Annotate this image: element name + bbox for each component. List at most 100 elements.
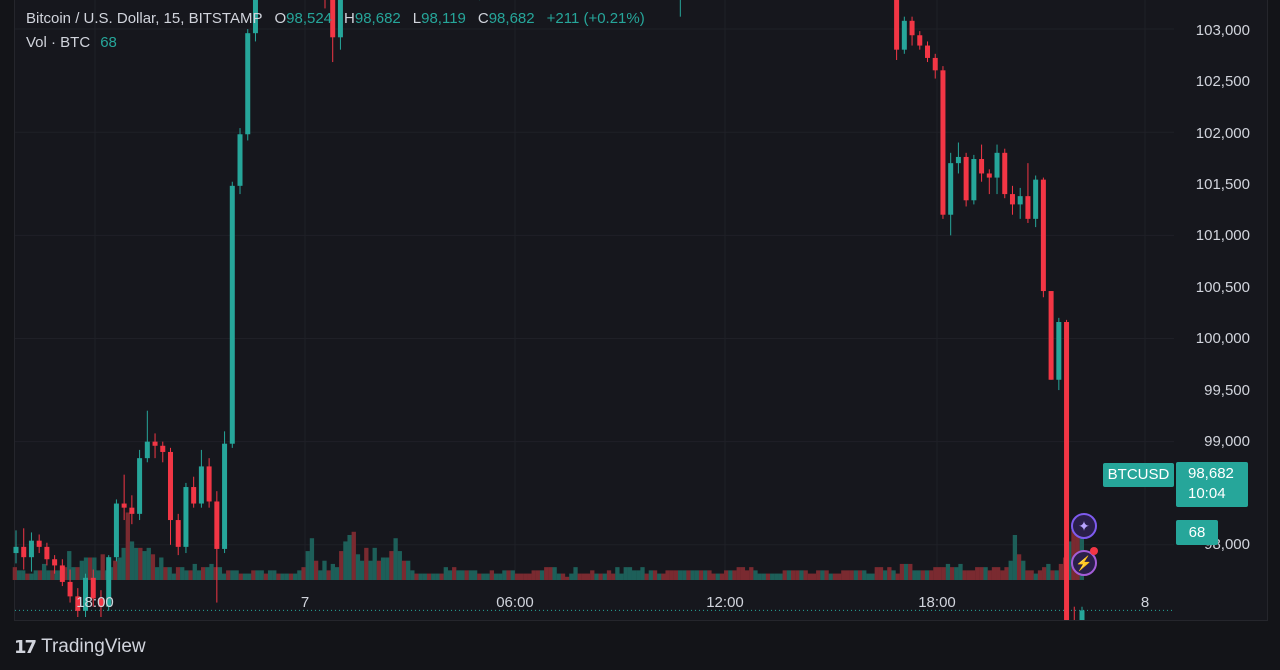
volume-bar — [728, 570, 733, 580]
price-axis-label: 102,000 — [1196, 125, 1250, 142]
candle-body — [222, 443, 228, 549]
volume-bar — [724, 570, 729, 580]
volume-bar — [786, 570, 792, 580]
candle-body — [98, 598, 104, 607]
candle-body — [971, 159, 977, 201]
volume-bar — [845, 570, 850, 580]
candle-body — [917, 35, 923, 46]
volume-bar — [519, 573, 524, 580]
volume-bar — [75, 567, 80, 580]
volume-bar — [154, 567, 160, 580]
volume-bar — [41, 563, 47, 580]
volume-bar — [389, 551, 394, 580]
volume-bar — [263, 573, 269, 580]
volume-bar — [916, 570, 921, 580]
candle-body — [1033, 179, 1039, 219]
volume-bar — [891, 570, 896, 580]
volume-bar — [669, 570, 674, 580]
legend-volume: Vol · BTC 68 — [26, 34, 117, 51]
open-label: O — [274, 10, 287, 27]
volume-bar — [1033, 573, 1038, 580]
volume-bar — [435, 573, 440, 580]
volume-legend-value: 68 — [100, 34, 117, 51]
volume-bar — [121, 547, 126, 580]
volume-bar — [163, 567, 168, 580]
volume-bar — [50, 570, 55, 580]
candle-body — [1064, 321, 1070, 620]
volume-bar — [619, 573, 624, 580]
volume-bar — [996, 567, 1001, 580]
volume-bar — [1058, 563, 1064, 580]
volume-bar — [941, 567, 946, 580]
volume-bar — [447, 570, 453, 580]
volume-bar — [410, 570, 415, 580]
volume-bar — [54, 570, 59, 580]
price-chart[interactable]: 103,000 102,500 102,000 101,500 101,000 100,5… — [0, 0, 1280, 620]
volume-label[interactable]: Vol · BTC — [26, 34, 91, 51]
high-label: H — [344, 10, 355, 27]
candle-body — [894, 0, 900, 50]
volume-bar — [857, 570, 863, 580]
volume-bar — [230, 570, 235, 580]
candle-body — [1056, 321, 1062, 380]
volume-bar — [991, 567, 997, 580]
candle-body — [144, 441, 150, 459]
volume-bar — [1021, 560, 1026, 580]
volume-bar — [359, 560, 365, 580]
volume-bar — [485, 573, 490, 580]
volume-bar — [811, 573, 817, 580]
volume-bar — [816, 570, 821, 580]
volume-bar — [284, 573, 289, 580]
volume-bar — [510, 570, 515, 580]
volume-bar — [301, 567, 306, 580]
volume-bar — [686, 570, 691, 580]
volume-bar — [37, 570, 43, 580]
candle-body — [901, 20, 907, 50]
volume-bar — [908, 563, 913, 580]
close-value: 98,682 — [488, 10, 535, 27]
volume-bar — [636, 570, 641, 580]
volume-bar — [887, 567, 892, 580]
volume-bar — [828, 573, 833, 580]
volume-bar — [443, 567, 448, 580]
volume-bar — [46, 570, 51, 580]
candle-body — [36, 540, 42, 547]
volume-bar — [665, 570, 670, 580]
volume-bar — [401, 560, 407, 580]
time-axis-label: 12:00 — [706, 594, 744, 611]
volume-bar — [372, 547, 377, 580]
volume-bar — [339, 551, 344, 580]
volume-bar — [88, 557, 93, 580]
volume-bar — [293, 573, 298, 580]
volume-bar — [12, 567, 17, 580]
volume-bar — [970, 570, 976, 580]
volume-bar — [778, 573, 783, 580]
volume-bar — [933, 567, 938, 580]
ai-assistant-button[interactable]: ✦ — [1071, 513, 1097, 539]
candle-body — [183, 487, 189, 547]
sparkle-icon: ✦ — [1078, 517, 1090, 534]
volume-bar — [16, 570, 22, 580]
volume-bar — [318, 570, 323, 580]
candle-body — [67, 581, 73, 597]
volume-bar — [489, 570, 495, 580]
tradingview-logo[interactable]: 17 TradingView — [14, 635, 146, 659]
low-label: L — [412, 10, 422, 27]
volume-bar — [276, 573, 281, 580]
symbol-title[interactable]: Bitcoin / U.S. Dollar, 15, BITSTAMP — [26, 10, 263, 27]
candle-body — [330, 0, 336, 38]
volume-bar — [514, 573, 520, 580]
volume-bar — [929, 570, 934, 580]
candle-body — [21, 546, 27, 558]
volume-bar — [506, 570, 511, 580]
candle-body — [994, 152, 1000, 178]
volume-bar — [774, 573, 779, 580]
volume-tag: 68 — [1176, 520, 1218, 545]
volume-bar — [790, 570, 796, 580]
volume-bar — [498, 573, 503, 580]
volume-bar — [560, 573, 566, 580]
volume-bar — [192, 563, 197, 580]
volume-bar — [1008, 560, 1013, 580]
candle-body — [198, 466, 204, 504]
volume-bar — [552, 567, 557, 580]
